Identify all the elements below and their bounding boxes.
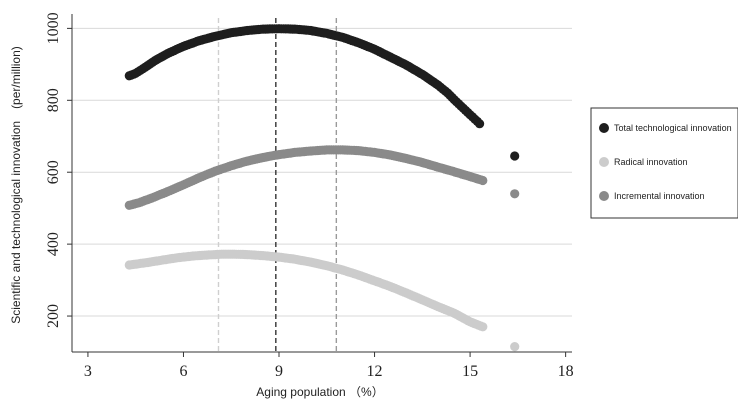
x-axis-title: Aging population （%）: [256, 385, 383, 399]
data-point: [510, 342, 520, 352]
y-tick-label: 1000: [45, 12, 62, 44]
legend-box: [590, 107, 738, 219]
axis-ticks: 200 400 600 800 1000 3 6 9 12 15 18: [45, 12, 574, 380]
data-point: [510, 189, 520, 199]
reference-lines: [217, 18, 338, 352]
legend-marker: [599, 157, 609, 167]
data-point: [478, 175, 488, 186]
data-point: [478, 322, 488, 332]
x-tick-label: 18: [558, 363, 574, 380]
y-axis-title: Scientific and technological innovation …: [9, 46, 23, 323]
legend-label: Radical innovation: [614, 157, 688, 167]
data-points: [124, 24, 520, 352]
x-tick-label: 6: [179, 363, 187, 380]
y-tick-label: 200: [45, 304, 62, 328]
x-tick-label: 15: [462, 363, 478, 380]
legend-label: Total technological innovation: [614, 123, 732, 133]
x-tick-label: 9: [275, 363, 283, 380]
grid-lines: [72, 27, 572, 317]
x-tick-label: 12: [367, 363, 383, 380]
legend-label: Incremental innovation: [614, 191, 705, 201]
legend: Total technological innovation Radical in…: [590, 107, 738, 219]
y-tick-label: 400: [45, 232, 62, 256]
y-tick-label: 600: [45, 160, 62, 184]
x-tick-label: 3: [84, 363, 92, 380]
data-point: [475, 119, 485, 129]
legend-marker: [599, 123, 609, 133]
data-point: [510, 151, 520, 161]
y-tick-label: 800: [45, 88, 62, 112]
legend-marker: [599, 191, 609, 201]
